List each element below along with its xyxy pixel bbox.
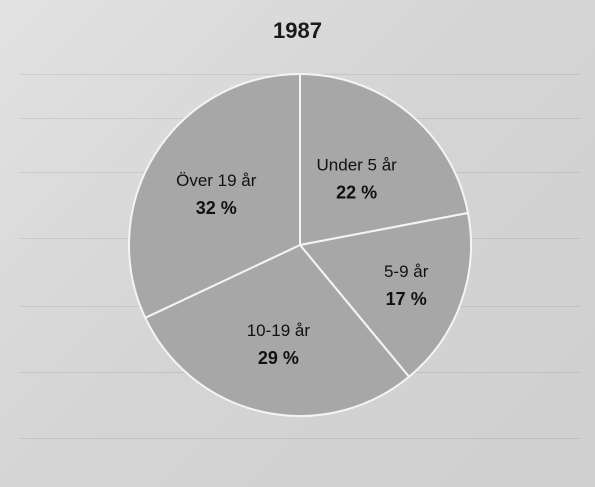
pie-labels: Under 5 år 22 % 5-9 år 17 % 10-19 år 29 % Över… — [176, 155, 429, 367]
slice-label: Över 19 år — [176, 171, 257, 190]
slice-label: 10-19 år — [247, 321, 311, 340]
slice-value-label: 22 % — [336, 182, 377, 202]
chart-title: 1987 — [273, 18, 322, 43]
slice-label: Under 5 år — [317, 155, 398, 174]
pie-slices — [128, 72, 472, 417]
slice-value-label: 17 % — [386, 289, 427, 309]
slice-value-label: 29 % — [258, 348, 299, 368]
pie-slice-4 — [128, 72, 301, 320]
slice-label: 5-9 år — [384, 262, 429, 281]
pie-slice-1 — [299, 72, 470, 247]
slice-value-label: 32 % — [196, 198, 237, 218]
pie-slice-2 — [298, 211, 472, 379]
